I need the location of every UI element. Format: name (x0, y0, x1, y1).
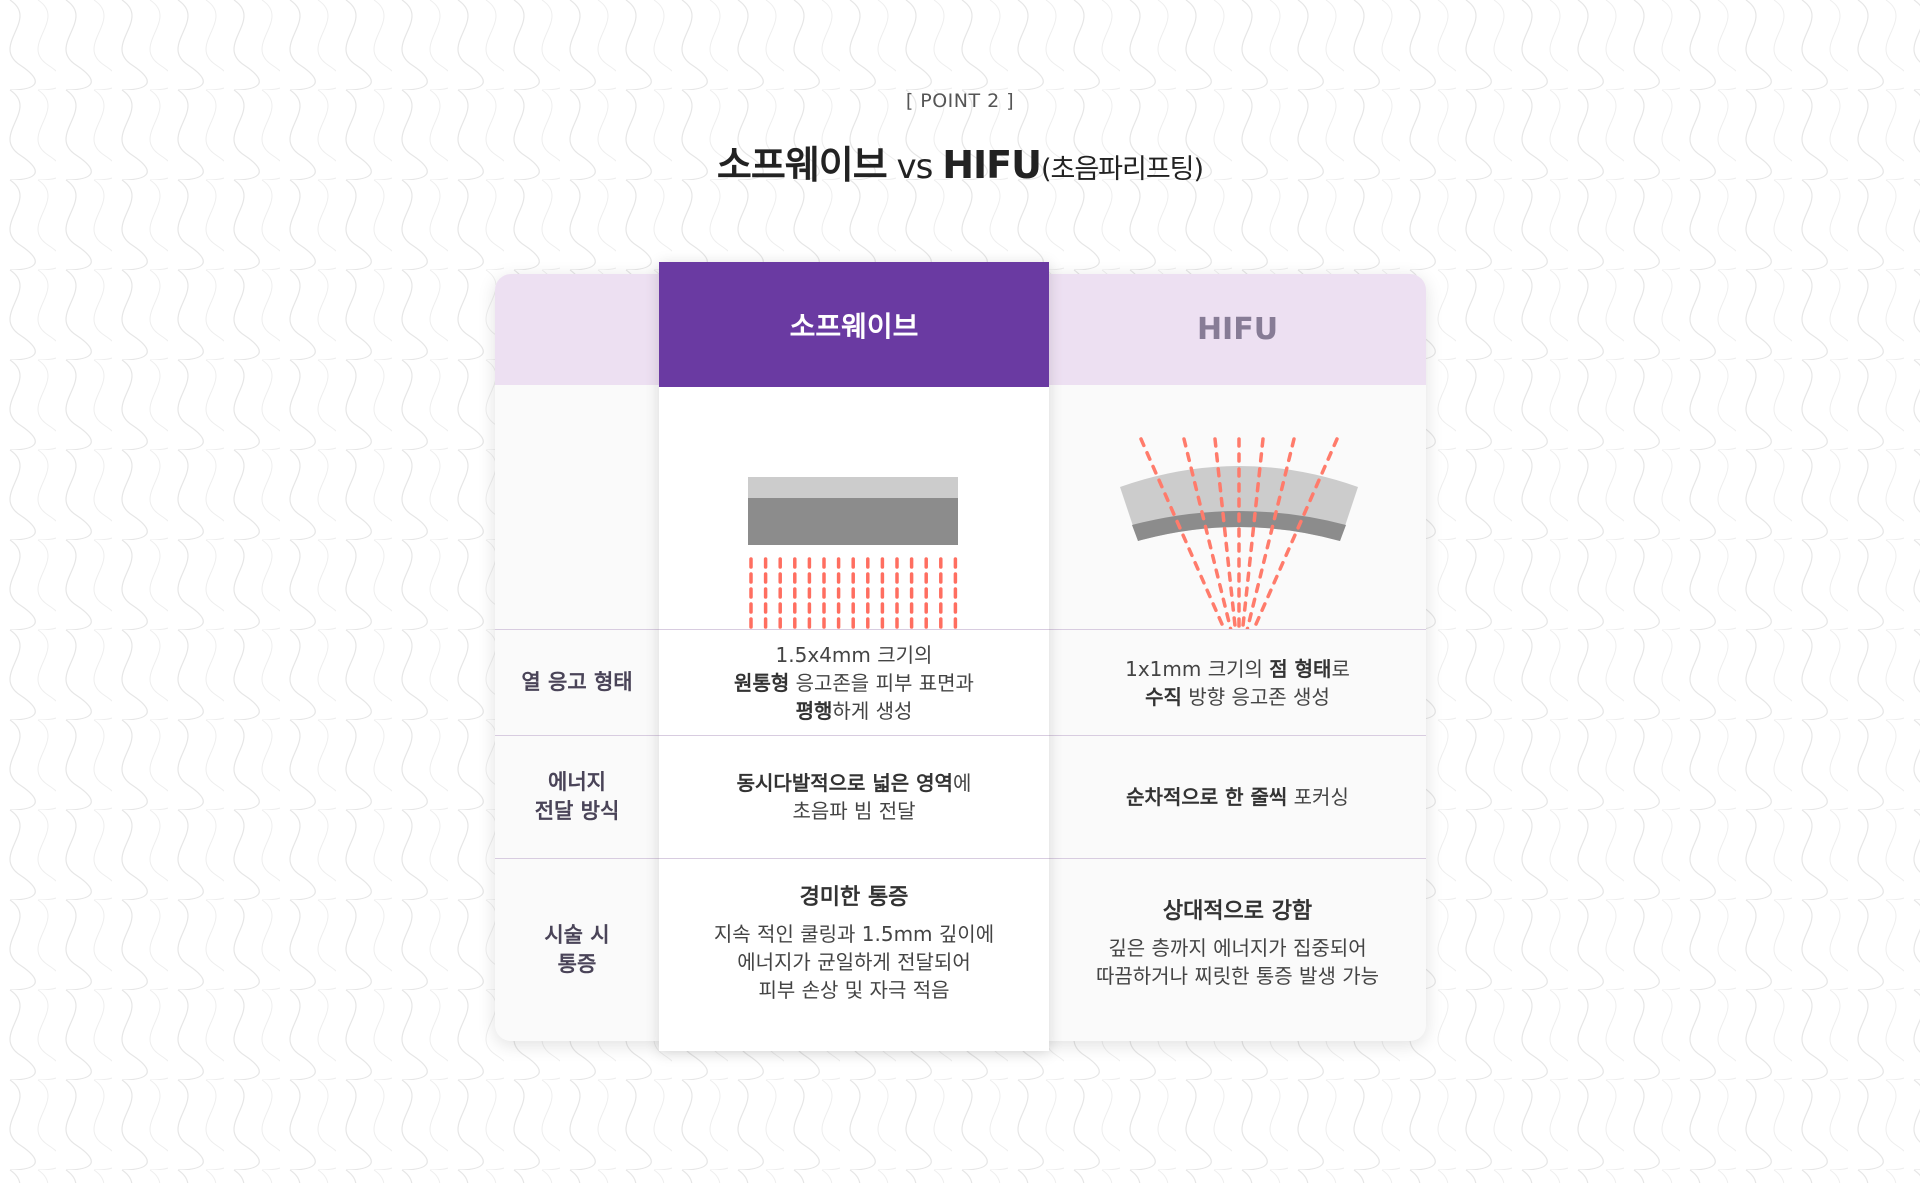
hifu-pain-cell: 상대적으로 강함 깊은 층까지 에너지가 집중되어 따끔하거나 찌릿한 통증 발… (1049, 859, 1426, 1029)
text-bold: 동시다발적으로 넓은 영역 (736, 771, 953, 795)
label-line: 전달 방식 (534, 799, 620, 823)
text-bold: 평행 (795, 698, 833, 723)
text: 방향 응고존 생성 (1181, 684, 1330, 709)
focused-ultrasound-ray (1245, 437, 1296, 629)
column-header-hifu: HIFU (1196, 312, 1279, 347)
focused-ultrasound-ray (1182, 437, 1233, 629)
text: 응고존을 피부 표면과 (789, 670, 974, 695)
label-line: 시술 시 (544, 923, 610, 947)
text: 지속 적인 쿨링과 1.5mm 깊이에 (713, 922, 995, 946)
focused-ultrasound-ray (1251, 437, 1339, 629)
text: 깊은 층까지 에너지가 집중되어 (1108, 936, 1367, 960)
hifu-coagulation-cell: 1x1mm 크기의 점 형태로 수직 방향 응고존 생성 (1049, 630, 1426, 735)
softwave-transducer-face (748, 498, 958, 545)
section-eyebrow: [ POINT 2 ] (905, 90, 1015, 112)
text: 1.5x4mm 크기의 (775, 642, 933, 667)
softwave-column-highlight: 소프웨이브 1.5x4mm 크기의 원통형 응고존을 피부 표면과 평행하게 생… (659, 262, 1049, 1051)
hifu-transducer-face (1132, 511, 1346, 541)
text: 에 (952, 771, 972, 795)
text: 포커싱 (1287, 785, 1349, 809)
text: 로 (1331, 656, 1350, 681)
softwave-transducer (748, 477, 958, 498)
title-hifu: HIFU (942, 143, 1042, 187)
text-bold: 수직 (1145, 684, 1182, 709)
row-label-coagulation: 열 응고 형태 (495, 630, 659, 735)
column-header-softwave: 소프웨이브 (659, 262, 1049, 387)
text: 에너지가 균일하게 전달되어 (737, 950, 971, 974)
page-title: 소프웨이브 vs HIFU(초음파리프팅) (0, 134, 1920, 189)
text: 하게 생성 (832, 698, 913, 723)
softwave-coagulation-cell: 1.5x4mm 크기의 원통형 응고존을 피부 표면과 평행하게 생성 (659, 630, 1049, 735)
text: 1x1mm 크기의 (1125, 656, 1270, 681)
title-softwave: 소프웨이브 (716, 143, 888, 187)
focused-ultrasound-ray (1213, 437, 1238, 629)
title-vs: vs (886, 147, 943, 187)
row-divider (659, 629, 1049, 630)
text-bold: 원통형 (734, 670, 790, 695)
focused-ultrasound-ray (1139, 437, 1227, 629)
title-subtitle: (초음파리프팅) (1040, 154, 1204, 185)
pain-headline: 상대적으로 강함 (1162, 899, 1313, 924)
softwave-illustration (748, 477, 958, 629)
text: 초음파 빔 전달 (792, 799, 916, 823)
text: 따끔하거나 찌릿한 통증 발생 가능 (1095, 964, 1380, 988)
row-divider (659, 735, 1049, 736)
text-bold: 순차적으로 한 줄씩 (1126, 785, 1288, 809)
label-line: 열 응고 형태 (521, 670, 633, 694)
row-divider (659, 858, 1049, 859)
softwave-energy-cell: 동시다발적으로 넓은 영역에 초음파 빔 전달 (659, 736, 1049, 858)
text-bold: 점 형태 (1269, 656, 1332, 681)
label-line: 통증 (557, 952, 597, 976)
label-line: 에너지 (548, 770, 606, 794)
hifu-illustration (1120, 437, 1358, 629)
softwave-pain-cell: 경미한 통증 지속 적인 쿨링과 1.5mm 깊이에 에너지가 균일하게 전달되… (659, 859, 1049, 1029)
focused-ultrasound-ray (1240, 437, 1265, 629)
hifu-energy-cell: 순차적으로 한 줄씩 포커싱 (1049, 736, 1426, 858)
text: 피부 손상 및 자극 적음 (758, 978, 950, 1002)
pain-headline: 경미한 통증 (799, 885, 909, 910)
